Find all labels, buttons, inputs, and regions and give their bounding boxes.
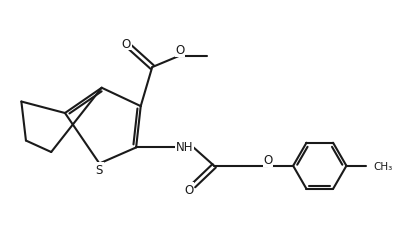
Text: NH: NH [175,141,193,154]
Text: O: O [263,154,272,167]
Text: O: O [184,183,193,196]
Text: S: S [95,163,103,176]
Text: O: O [175,44,184,57]
Text: methyl: methyl [217,53,222,55]
Text: CH₃: CH₃ [372,161,391,171]
Text: O: O [121,37,131,50]
